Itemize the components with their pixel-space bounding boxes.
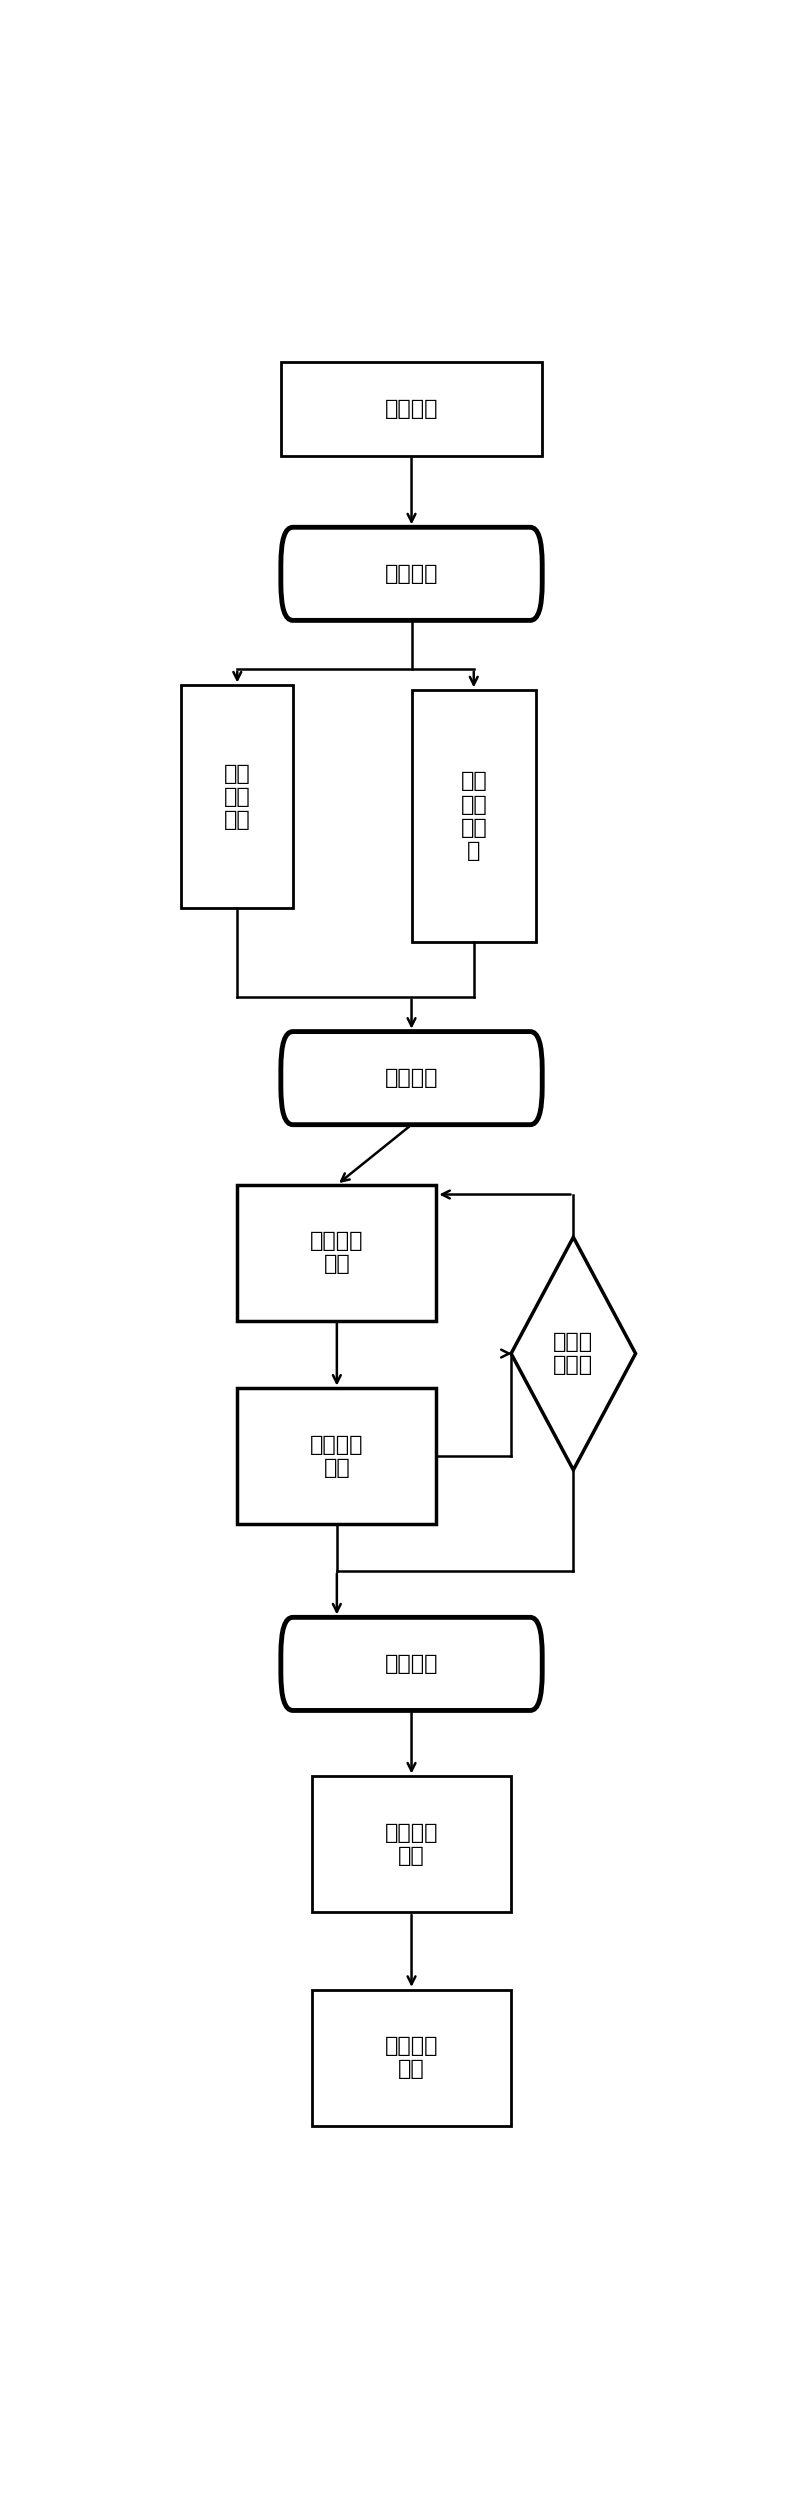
Text: 建立标定
矩阵: 建立标定 矩阵 [384, 1824, 438, 1867]
Bar [311, 1990, 510, 2126]
Bar [411, 690, 536, 942]
Bar [311, 1776, 510, 1912]
Text: 固定
仪器
靶球: 固定 仪器 靶球 [224, 763, 250, 831]
Text: 多个位
置采集: 多个位 置采集 [553, 1333, 593, 1375]
Bar [237, 1184, 436, 1320]
Text: 求解标定
参数: 求解标定 参数 [384, 2035, 438, 2078]
Bar [181, 685, 293, 909]
Bar [237, 1388, 436, 1524]
Text: 试运
行检
查安
装: 试运 行检 查安 装 [460, 771, 487, 861]
Text: 标定计算: 标定计算 [384, 1655, 438, 1675]
FancyBboxPatch shape [281, 1033, 541, 1123]
Text: 采集球面
点云: 采集球面 点云 [310, 1232, 363, 1275]
FancyBboxPatch shape [281, 1617, 541, 1710]
Text: 数据采集: 数据采集 [384, 1068, 438, 1088]
Text: 计算球心
坐标: 计算球心 坐标 [310, 1436, 363, 1479]
Polygon shape [511, 1237, 635, 1471]
Bar [281, 363, 541, 456]
Text: 设备安装: 设备安装 [384, 564, 438, 584]
Text: 标定流程: 标定流程 [384, 398, 438, 418]
FancyBboxPatch shape [281, 526, 541, 620]
